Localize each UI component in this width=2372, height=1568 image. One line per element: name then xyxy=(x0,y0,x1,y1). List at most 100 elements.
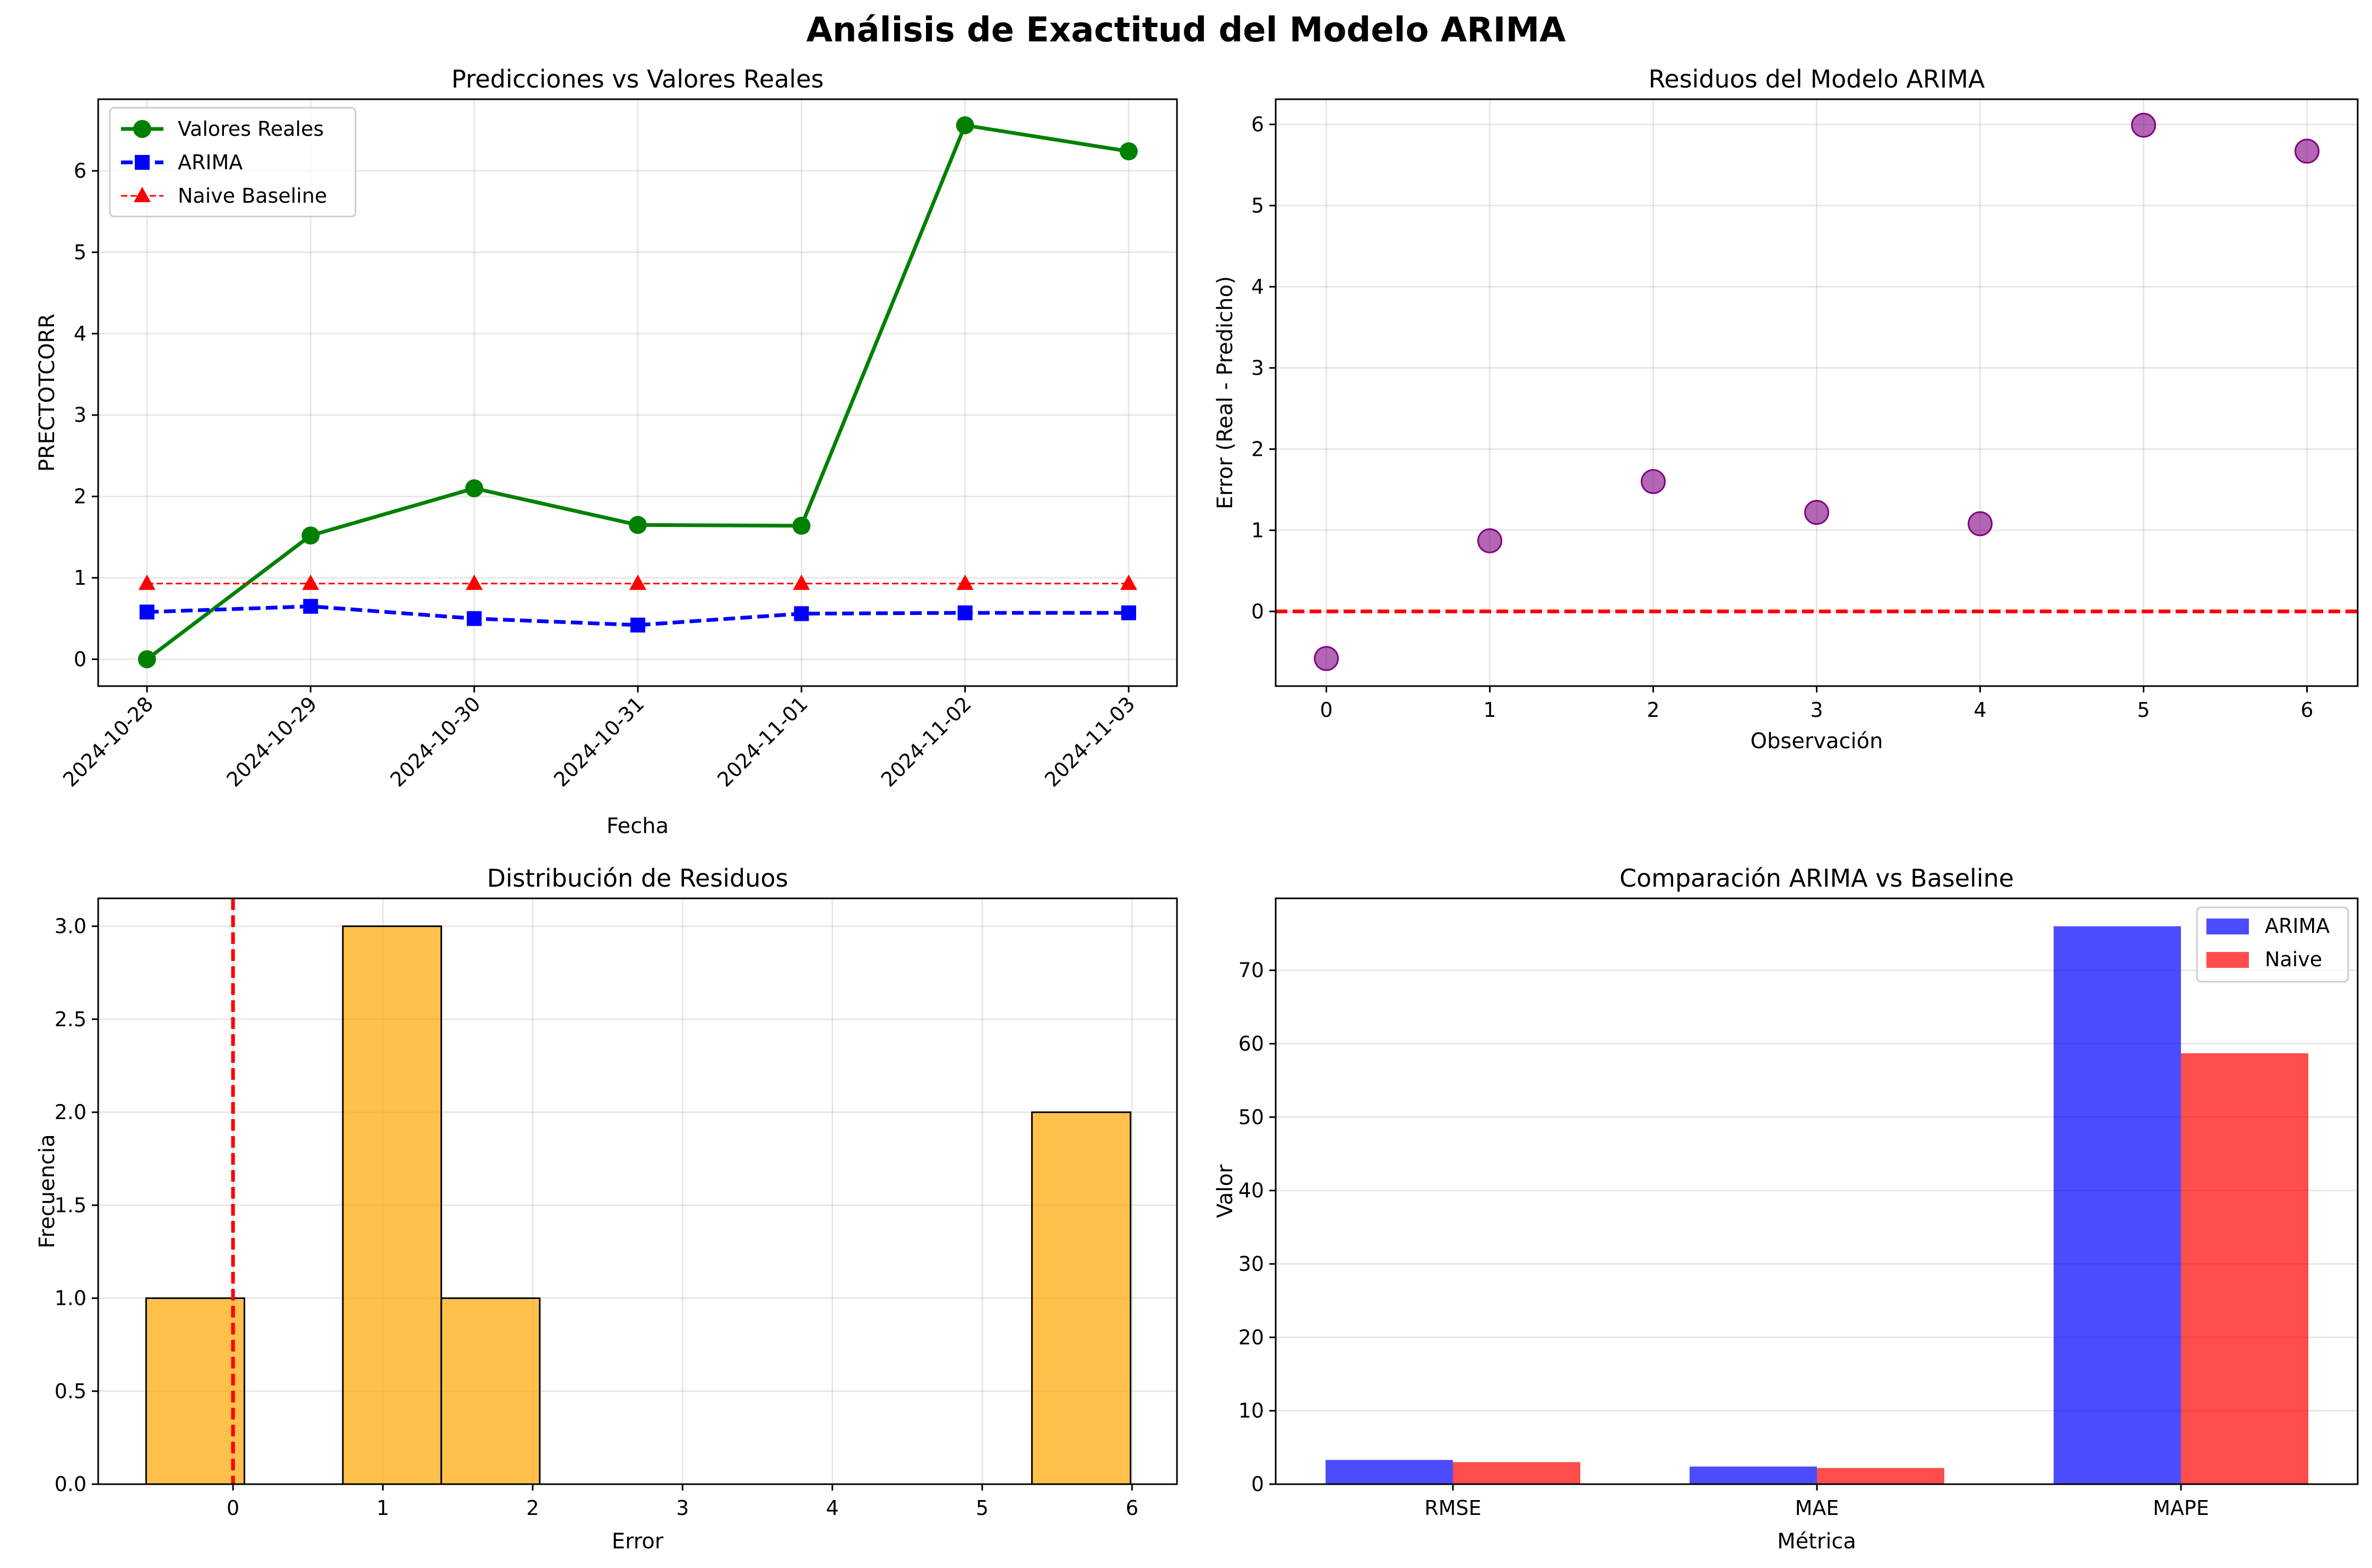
y-tick-label: 0.5 xyxy=(55,1380,86,1403)
histogram-bar xyxy=(1031,1111,1131,1485)
x-tick-label: 6 xyxy=(2300,698,2313,722)
data-point xyxy=(629,574,646,590)
y-tick-label: 5 xyxy=(1251,194,1264,217)
y-tick-label: 40 xyxy=(1239,1179,1264,1202)
legend-swatch xyxy=(2206,919,2249,934)
data-point xyxy=(1120,142,1138,161)
legend-label: ARIMA xyxy=(178,151,243,174)
legend-swatch xyxy=(2206,952,2249,968)
data-point xyxy=(792,516,811,535)
y-tick-label: 2.5 xyxy=(55,1008,86,1031)
y-tick-label: 5 xyxy=(74,240,86,264)
x-tick-label: 1 xyxy=(1483,698,1496,722)
histogram-bar xyxy=(440,1297,541,1485)
y-tick-label: 30 xyxy=(1239,1252,1264,1276)
x-tick-label: 3 xyxy=(676,1496,689,1520)
residual-point xyxy=(1313,646,1339,671)
y-tick-label: 50 xyxy=(1239,1105,1264,1129)
y-tick-label: 4 xyxy=(74,322,86,345)
y-tick-label: 20 xyxy=(1239,1326,1264,1349)
y-tick-label: 6 xyxy=(74,159,86,183)
residual-point xyxy=(1640,469,1666,495)
residual-point xyxy=(2131,112,2157,138)
residual-point xyxy=(1804,500,1829,525)
x-tick-label: 0 xyxy=(227,1496,239,1520)
y-tick-label: 60 xyxy=(1239,1032,1264,1055)
residual-point xyxy=(2295,138,2320,164)
legend-box xyxy=(109,107,357,218)
y-tick-label: 0 xyxy=(1251,600,1264,623)
data-point xyxy=(1121,605,1136,620)
plot-frame xyxy=(97,897,1178,1485)
panel-title: Predicciones vs Valores Reales xyxy=(452,65,824,93)
y-tick-label: 0.0 xyxy=(55,1472,86,1496)
y-tick-label: 1 xyxy=(74,566,86,590)
data-point xyxy=(302,574,319,590)
data-point xyxy=(138,574,155,590)
legend-label: Valores Reales xyxy=(178,117,324,141)
y-tick-label: 3 xyxy=(74,403,86,427)
legend-marker xyxy=(135,155,150,170)
data-point xyxy=(793,574,810,590)
x-tick-label: 4 xyxy=(826,1496,838,1520)
data-point xyxy=(138,650,156,669)
residual-point xyxy=(1968,511,1993,536)
x-tick-label: 5 xyxy=(976,1496,989,1520)
legend-label: Naive xyxy=(2265,948,2322,971)
metrics-comparison-panel: 0 10 20 30 40 50 60 70 Valor RMSE MAE MAPE Métrica AR… xyxy=(1213,864,2359,1554)
figure-title: Análisis de Exactitud del Modelo ARIMA xyxy=(806,11,1566,50)
histogram-bar xyxy=(145,1297,246,1485)
y-tick-label: 0 xyxy=(1251,1472,1264,1496)
x-tick-label: 2 xyxy=(526,1496,539,1520)
x-axis-label: Observación xyxy=(1751,729,1883,753)
metric-bar-arima xyxy=(1690,1466,1817,1484)
data-point xyxy=(956,116,974,135)
y-tick-label: 3 xyxy=(1251,356,1264,379)
x-tick-label: 3 xyxy=(1810,698,1823,722)
y-tick-label: 6 xyxy=(1251,112,1264,136)
y-tick-label: 10 xyxy=(1239,1399,1264,1423)
x-tick-label: MAPE xyxy=(2153,1496,2209,1520)
y-tick-label: 2 xyxy=(1251,437,1264,461)
y-tick-label: 1.0 xyxy=(55,1287,86,1310)
x-tick-label: 6 xyxy=(1126,1496,1138,1520)
y-tick-label: 3.0 xyxy=(55,915,86,938)
plot-frame xyxy=(1275,897,2359,1485)
y-tick-label: 70 xyxy=(1239,959,1264,982)
plot-frame xyxy=(1275,98,2359,687)
x-axis-label: Métrica xyxy=(1777,1529,1856,1554)
x-axis-label: Error xyxy=(612,1529,664,1554)
data-point xyxy=(629,516,647,534)
metric-bar-naive xyxy=(1817,1468,1944,1484)
data-point xyxy=(303,599,318,614)
y-tick-label: 2 xyxy=(74,485,86,508)
y-tick-label: 2.0 xyxy=(55,1101,86,1124)
metric-bar-naive xyxy=(2181,1053,2308,1484)
data-point xyxy=(466,611,482,626)
data-point xyxy=(957,605,973,620)
panel-title: Residuos del Modelo ARIMA xyxy=(1649,65,1985,93)
x-tick-label: 4 xyxy=(1973,698,1986,722)
y-axis-label: Frecuencia xyxy=(35,1134,59,1248)
x-axis-label: Fecha xyxy=(607,814,669,838)
residuals-panel: 0 1 2 3 4 5 6 0 1 2 3 4 5 6 Error (Real - Predicho) Obs… xyxy=(1213,65,2359,753)
y-tick-label: 4 xyxy=(1251,275,1264,298)
x-tick-label: RMSE xyxy=(1424,1496,1481,1520)
metric-bar-arima xyxy=(2054,926,2181,1484)
metric-bar-arima xyxy=(1326,1460,1453,1484)
legend-marker xyxy=(134,187,151,202)
data-point xyxy=(794,606,809,621)
y-tick-label: 0 xyxy=(74,647,86,671)
y-axis-label: PRECTOTCORR xyxy=(35,314,59,472)
data-point xyxy=(140,604,154,620)
panel-title: Distribución de Residuos xyxy=(487,864,789,893)
data-point xyxy=(465,479,483,498)
data-point xyxy=(465,574,483,590)
x-tick-label: 2 xyxy=(1647,698,1659,722)
x-tick-label: 0 xyxy=(1320,698,1332,722)
residual-point xyxy=(1477,528,1502,553)
y-axis-label: Error (Real - Predicho) xyxy=(1213,276,1237,509)
data-point xyxy=(630,617,645,633)
data-point xyxy=(956,574,974,590)
